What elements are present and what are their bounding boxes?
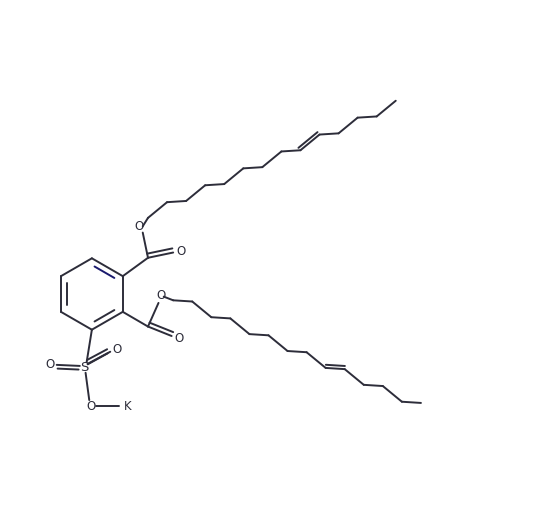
Text: O: O bbox=[174, 332, 183, 344]
Text: O: O bbox=[45, 359, 55, 371]
Text: O: O bbox=[86, 401, 96, 413]
Text: O: O bbox=[112, 343, 122, 356]
Text: K: K bbox=[124, 400, 132, 413]
Text: O: O bbox=[156, 289, 165, 302]
Text: O: O bbox=[134, 220, 143, 233]
Text: S: S bbox=[80, 361, 88, 374]
Text: O: O bbox=[176, 245, 185, 258]
